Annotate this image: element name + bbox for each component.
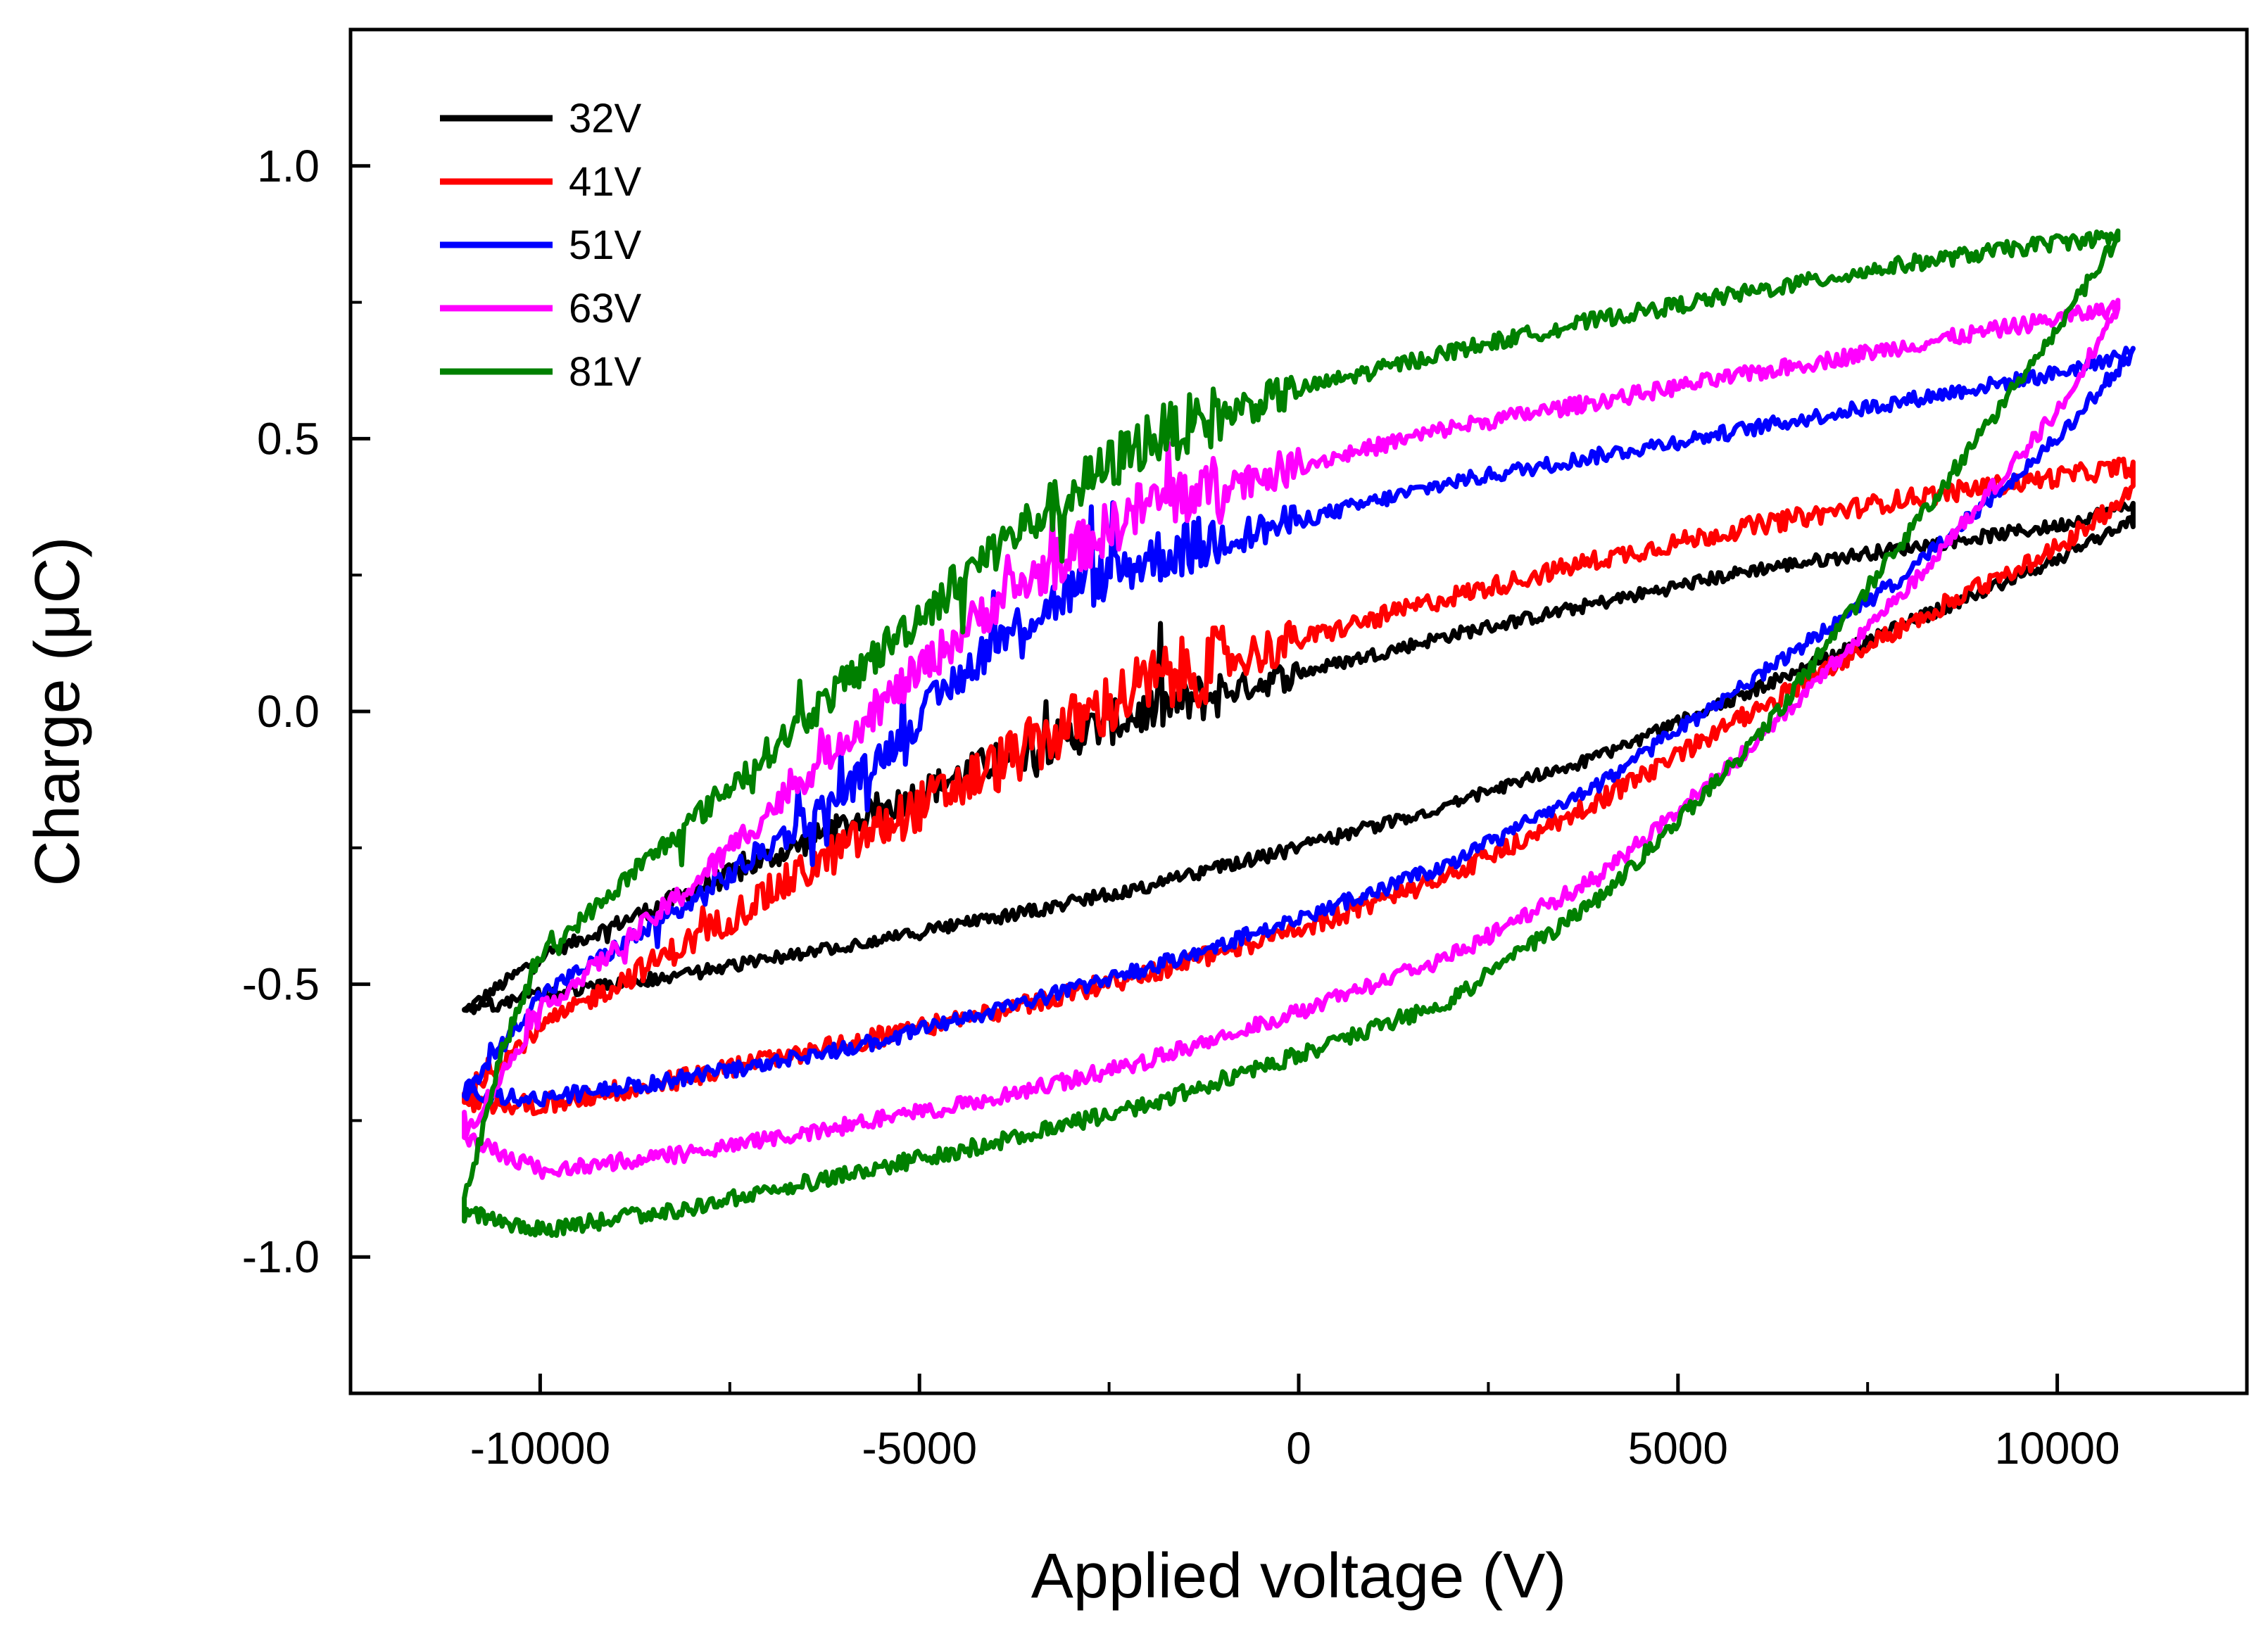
ticks-layer: -10000 -5000 0 5000 10000 -1.0 -0.5 0.0 0.5 1.0 bbox=[242, 28, 2248, 1474]
series-line-81V bbox=[462, 228, 2121, 1239]
y-tick-label: 1.0 bbox=[257, 141, 320, 191]
legend-label-81V: 81V bbox=[569, 349, 642, 395]
legend-label-63V: 63V bbox=[569, 286, 642, 331]
x-tick-label: 0 bbox=[1286, 1423, 1311, 1474]
x-tick-label: 5000 bbox=[1628, 1423, 1728, 1474]
series-line-63V bbox=[462, 298, 2121, 1180]
series-line-51V bbox=[462, 346, 2136, 1108]
series-layer bbox=[462, 228, 2136, 1239]
y-tick-label: -1.0 bbox=[242, 1231, 320, 1282]
y-tick-label: 0.0 bbox=[257, 686, 320, 737]
legend-label-41V: 41V bbox=[569, 159, 642, 205]
legend: 32V 41V 51V 63V 81V bbox=[440, 96, 642, 395]
legend-label-32V: 32V bbox=[569, 96, 642, 141]
y-tick-label: -0.5 bbox=[242, 959, 320, 1010]
x-tick-label: -10000 bbox=[470, 1423, 610, 1474]
y-tick-label: 0.5 bbox=[257, 413, 320, 464]
x-tick-label: 10000 bbox=[1995, 1423, 2120, 1474]
x-axis-title: Applied voltage (V) bbox=[1031, 1541, 1566, 1611]
y-axis-title: Charge (μC) bbox=[23, 537, 93, 887]
legend-label-51V: 51V bbox=[569, 222, 642, 268]
x-tick-label: -5000 bbox=[862, 1423, 977, 1474]
